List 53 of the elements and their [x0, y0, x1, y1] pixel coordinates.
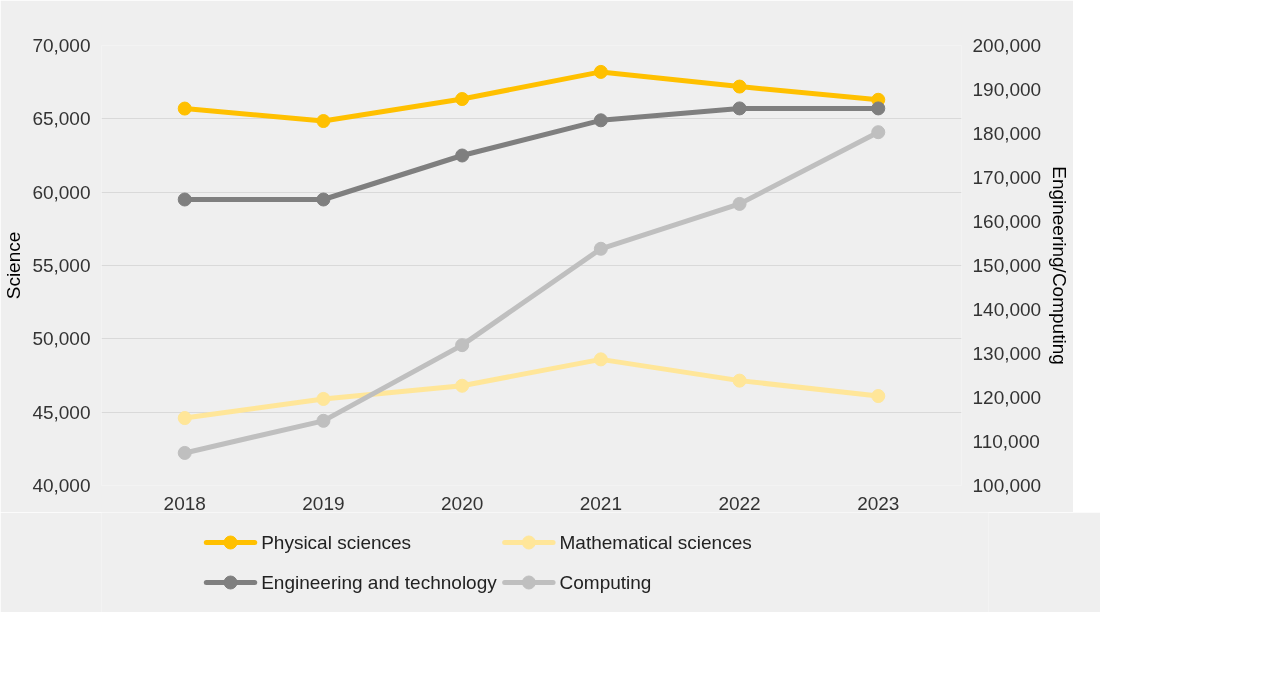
y2-axis-title: Engineering/Computing: [1049, 166, 1071, 365]
y2-tick-label: 170,000: [972, 167, 1042, 188]
point: [316, 413, 331, 428]
point: [593, 113, 608, 128]
y2-tick-label: 120,000: [972, 387, 1042, 408]
y-tick-label: 40,000: [32, 475, 91, 496]
y2-tick-label: 190,000: [972, 79, 1042, 100]
x-tick-label: 2022: [718, 492, 761, 514]
x-tick-label: 2021: [579, 492, 622, 514]
point: [871, 125, 886, 140]
point: [732, 373, 747, 388]
point: [593, 241, 608, 256]
point: [455, 338, 470, 353]
point: [316, 114, 331, 129]
point: [177, 411, 192, 426]
y2-tick-label: 180,000: [972, 123, 1042, 144]
point: [871, 389, 886, 404]
legend-label: Engineering and technology: [261, 572, 498, 593]
y2-tick-label: 140,000: [972, 299, 1042, 320]
point: [732, 79, 747, 94]
point: [593, 64, 608, 79]
point: [177, 445, 192, 460]
point: [177, 101, 192, 116]
y2-tick-label: 100,000: [972, 475, 1042, 496]
y2-tick-label: 110,000: [972, 431, 1040, 452]
point: [871, 101, 886, 116]
point: [316, 192, 331, 207]
y2-tick-label: 130,000: [972, 343, 1042, 364]
y-tick-label: 45,000: [32, 401, 91, 423]
point: [732, 101, 747, 116]
point: [455, 92, 470, 107]
y2-tick-label: 200,000: [972, 35, 1042, 56]
point: [732, 196, 747, 211]
x-tick-label: 2018: [163, 492, 206, 514]
point: [455, 148, 470, 163]
point: [455, 378, 470, 393]
x-tick-label: 2020: [441, 492, 484, 514]
y-tick-label: 55,000: [32, 255, 91, 276]
y2-tick-label: 150,000: [972, 255, 1042, 276]
y-axis-title: Science: [3, 231, 25, 300]
x-tick-label: 2023: [857, 492, 900, 514]
y-tick-label: 70,000: [32, 35, 91, 56]
point: [177, 192, 192, 207]
x-tick-label: 2019: [302, 492, 345, 514]
y-tick-label: 50,000: [32, 328, 91, 350]
y2-tick-label: 160,000: [972, 211, 1042, 232]
legend-label: Computing: [559, 572, 652, 593]
legend-label: Physical sciences: [261, 532, 412, 553]
legend-label: Mathematical sciences: [559, 532, 752, 553]
point: [316, 391, 331, 406]
y-tick-label: 65,000: [32, 108, 91, 130]
point: [593, 352, 608, 367]
y-tick-label: 60,000: [32, 181, 91, 203]
